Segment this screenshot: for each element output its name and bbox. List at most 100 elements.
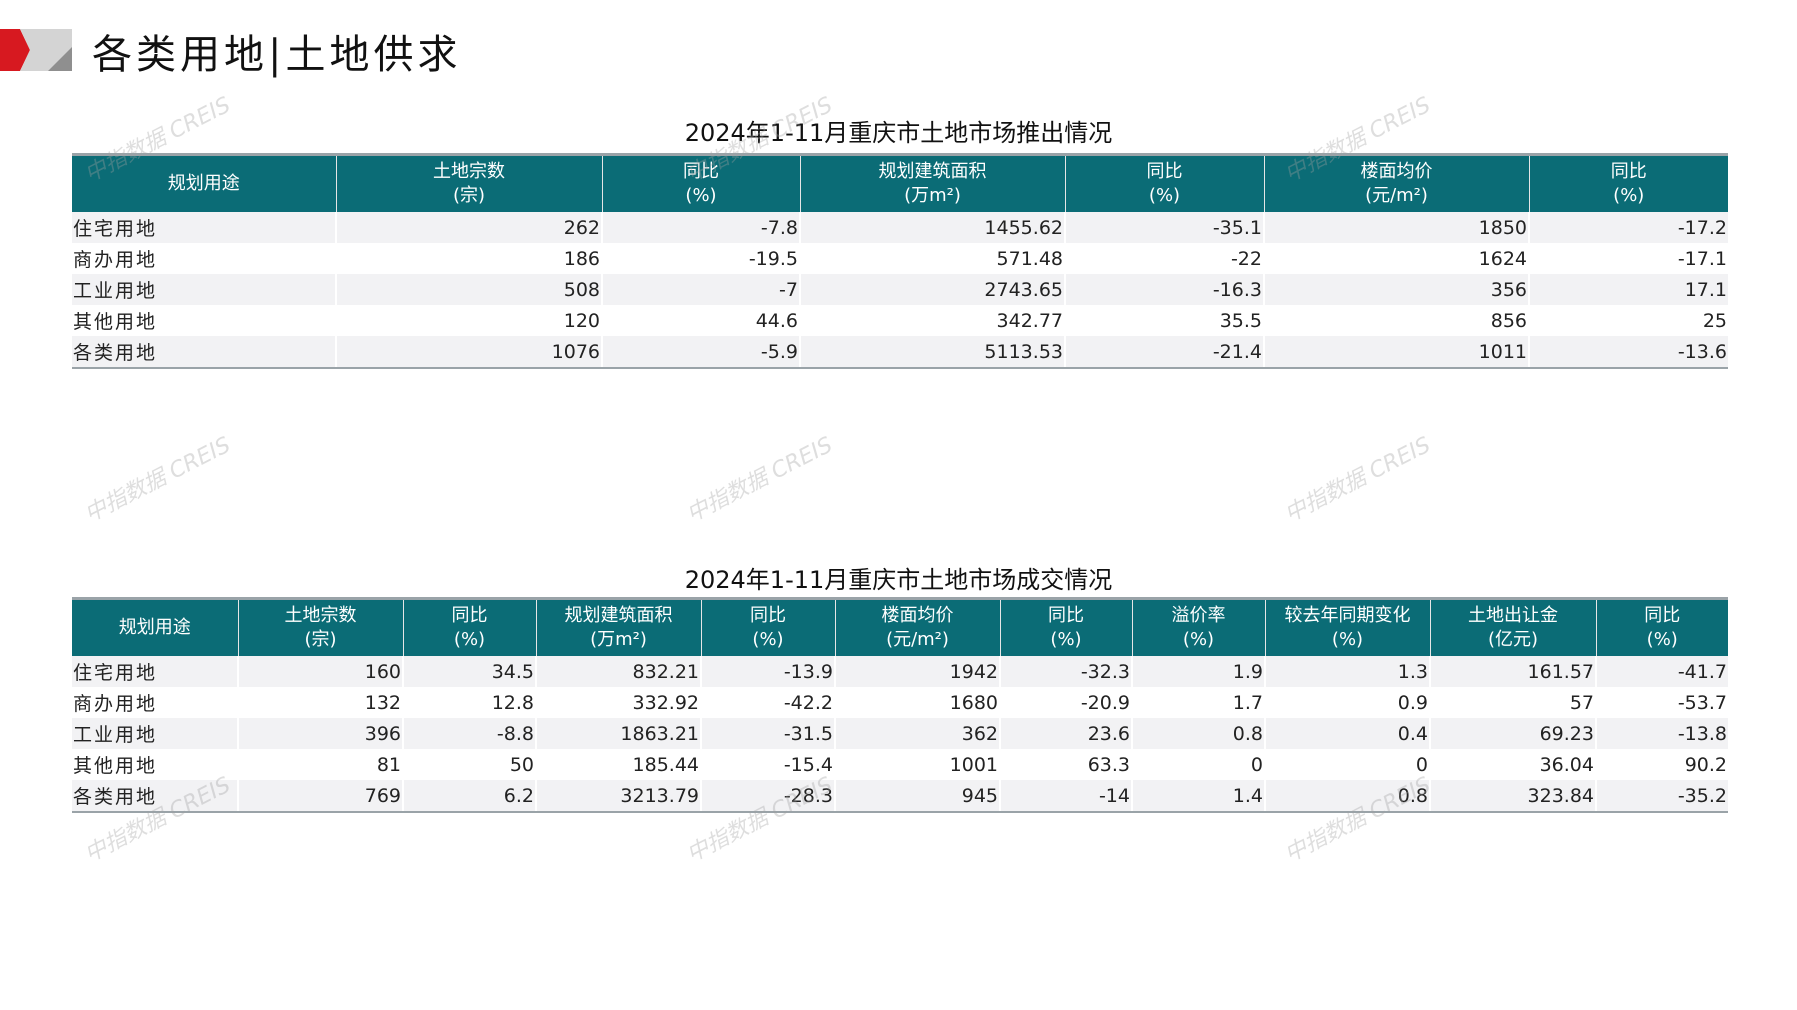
table-cell: -13.8 xyxy=(1595,718,1728,749)
column-header-unit: (元/m²) xyxy=(1365,185,1428,206)
table-row: 商办用地 186 -19.5 571.48 -22 1624 -17.1 xyxy=(72,243,1728,274)
table-cell: 1.3 xyxy=(1264,656,1430,687)
table-cell: 120 xyxy=(335,305,602,336)
row-label: 其他用地 xyxy=(73,311,158,333)
column-header-unit: (%) xyxy=(1646,629,1678,650)
table-cell: 185.44 xyxy=(535,749,701,780)
table-cell: 63.3 xyxy=(999,749,1132,780)
table-cell: -7.8 xyxy=(601,212,800,243)
column-header-label: 土地出让金 xyxy=(1468,605,1558,626)
table-cell: -16.3 xyxy=(1064,274,1264,305)
table-cell: 69.23 xyxy=(1429,718,1596,749)
deals-table-title: 2024年1-11月重庆市土地市场成交情况 xyxy=(684,566,1113,594)
table-cell: -13.6 xyxy=(1528,336,1728,369)
column-header-unit: (%) xyxy=(1613,185,1645,206)
table-cell: 1624 xyxy=(1263,243,1529,274)
column-header-unit: (万m²) xyxy=(904,185,961,206)
column-header-unit: (%) xyxy=(1331,629,1364,650)
table-cell: -53.7 xyxy=(1595,687,1728,718)
table-cell: -5.9 xyxy=(601,336,800,369)
column-header-label: 楼面均价 xyxy=(1360,161,1433,182)
table-cell: -14 xyxy=(999,780,1132,813)
table-cell: 0 xyxy=(1131,749,1265,780)
table-cell: -21.4 xyxy=(1064,336,1264,369)
table-cell: 356 xyxy=(1263,274,1529,305)
table-cell: -15.4 xyxy=(700,749,835,780)
column-header-label: 同比 xyxy=(451,605,488,626)
table-cell: 2743.65 xyxy=(799,274,1065,305)
row-label: 其他用地 xyxy=(73,755,158,777)
table-cell: 160 xyxy=(237,656,403,687)
table-cell: 945 xyxy=(834,780,1000,813)
table-cell: -19.5 xyxy=(601,243,800,274)
column-header-unit: (%) xyxy=(685,185,717,206)
column-header-unit: (%) xyxy=(752,629,784,650)
watermark: 中指数据 CREIS xyxy=(682,432,837,528)
row-label: 住宅用地 xyxy=(72,212,336,243)
column-header: 规划用途 xyxy=(72,598,238,656)
table-cell: 1076 xyxy=(335,336,602,369)
column-header: 同比 (%) xyxy=(700,598,835,656)
column-header: 同比 (%) xyxy=(999,598,1132,656)
column-header-label: 土地宗数 xyxy=(284,605,357,626)
row-label: 各类用地 xyxy=(72,336,336,369)
column-header-unit: (元/m²) xyxy=(886,629,949,650)
brand-logo xyxy=(0,29,72,71)
table-row: 商办用地 132 12.8 332.92 -42.2 1680 -20.9 1.7 0.9 57-… xyxy=(72,687,1728,718)
watermark: 中指数据 CREIS xyxy=(1280,432,1435,528)
row-label: 商办用地 xyxy=(73,249,158,271)
column-header-label: 较去年同期变化 xyxy=(1284,605,1411,626)
table-cell: 508 xyxy=(335,274,602,305)
row-label: 住宅用地 xyxy=(72,656,238,687)
column-header-unit: (%) xyxy=(1182,629,1215,650)
column-header: 规划建筑面积 (万m²) xyxy=(799,154,1065,212)
column-header: 规划用途 xyxy=(72,154,336,212)
column-header-unit: (亿元) xyxy=(1487,629,1539,650)
table-cell: -22 xyxy=(1064,243,1264,274)
column-header-label: 规划建筑面积 xyxy=(878,161,987,182)
table-cell: 832.21 xyxy=(535,656,701,687)
column-header-unit: (万m²) xyxy=(590,629,647,650)
table-cell: -32.3 xyxy=(999,656,1132,687)
table-cell: -35.1 xyxy=(1064,212,1264,243)
table-cell: 571.48 xyxy=(799,243,1065,274)
table-row: 工业用地 396 -8.8 1863.21 -31.5 362 23.6 0.8 0.4 69.2… xyxy=(72,718,1728,749)
table-cell: 1455.62 xyxy=(799,212,1065,243)
table-cell: -42.2 xyxy=(700,687,835,718)
table-cell: 0.9 xyxy=(1264,687,1430,718)
column-header-unit: (%) xyxy=(1148,185,1181,206)
table-cell: 1680 xyxy=(834,687,1000,718)
table-row: 住宅用地 160 34.5 832.21 -13.9 1942 -32.3 1.9 1.3 161… xyxy=(72,656,1728,687)
table-cell: 1.9 xyxy=(1131,656,1265,687)
column-header-label: 楼面均价 xyxy=(881,605,954,626)
column-header-unit: (%) xyxy=(1050,629,1082,650)
table-cell: -20.9 xyxy=(999,687,1132,718)
table-row: 各类用地 769 6.2 3213.79 -28.3 945 -14 1.4 0.8 323.84… xyxy=(72,780,1728,813)
table-cell: -7 xyxy=(601,274,800,305)
table-cell: 342.77 xyxy=(799,305,1065,336)
table-cell: 161.57 xyxy=(1429,656,1596,687)
table-cell: -17.2 xyxy=(1528,212,1728,243)
column-header: 溢价率 (%) xyxy=(1131,598,1265,656)
column-header-label: 同比 xyxy=(1048,605,1084,626)
table-cell: 1011 xyxy=(1263,336,1529,369)
column-header: 土地宗数 (宗) xyxy=(237,598,403,656)
table-cell: -28.3 xyxy=(700,780,835,813)
column-header-label: 溢价率 xyxy=(1171,605,1226,626)
row-label: 工业用地 xyxy=(72,718,238,749)
table-row: 其他用地 120 44.6 342.77 35.5 856 25 xyxy=(72,305,1728,336)
column-header-unit: (宗) xyxy=(304,629,337,650)
row-label: 各类用地 xyxy=(72,780,238,813)
table-cell: 1001 xyxy=(834,749,1000,780)
table-cell: -31.5 xyxy=(700,718,835,749)
column-header: 同比 (%) xyxy=(402,598,536,656)
table-cell: 90.2 xyxy=(1595,749,1728,780)
table-row: 住宅用地 262 -7.8 1455.62 -35.1 1850 -17.2 xyxy=(72,212,1728,243)
table-cell: 1850 xyxy=(1263,212,1529,243)
table-cell: 23.6 xyxy=(999,718,1132,749)
table-cell: 332.92 xyxy=(535,687,701,718)
table-cell: 396 xyxy=(237,718,403,749)
table-cell: 50 xyxy=(402,749,536,780)
header-row: 规划用途 土地宗数 (宗) 同比 (%) 规划建筑面积 (万m²) 同比 (%) 楼面均价 (元/m… xyxy=(72,154,1728,212)
table-cell: 81 xyxy=(237,749,403,780)
